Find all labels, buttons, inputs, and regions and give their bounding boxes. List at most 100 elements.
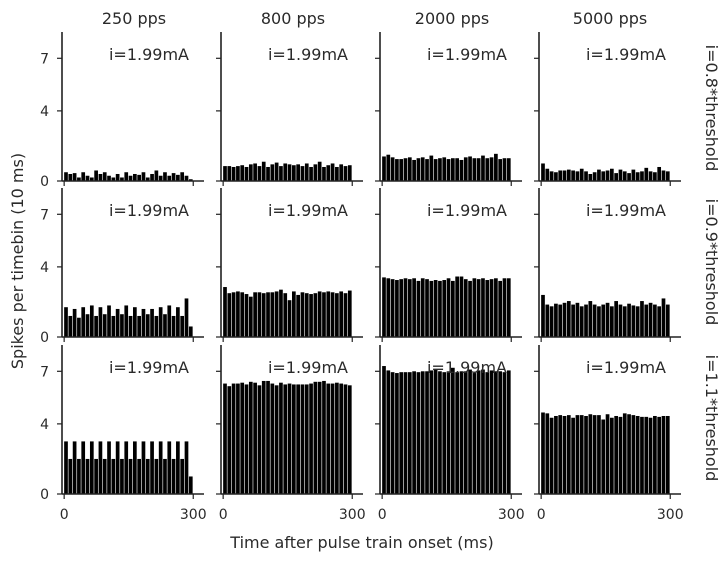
histogram-bar — [244, 384, 249, 494]
histogram-bar — [347, 290, 352, 337]
histogram-bar — [283, 293, 288, 337]
histogram-bar — [610, 168, 614, 181]
histogram-bar — [420, 157, 425, 181]
histogram-bar — [494, 153, 498, 181]
panel-annotation: i=1.99mA — [427, 45, 507, 64]
histogram-bar — [330, 292, 335, 337]
histogram-bar — [296, 384, 300, 494]
histogram-bar — [188, 326, 193, 337]
histogram-bar — [549, 417, 554, 494]
histogram-bar — [588, 173, 593, 181]
histogram-bar — [558, 170, 563, 181]
histogram-bar — [562, 415, 567, 494]
histogram-bar — [614, 415, 618, 494]
histogram-bar — [257, 166, 262, 181]
histogram-bar — [124, 305, 129, 337]
panels-layer: 0 4 7 i=1.99mA i=1.99mA i=1.99mA i=1.99mA 0 4 7 i=… — [40, 32, 684, 523]
row-title-0-9-threshold: i=0.9*threshold — [702, 199, 721, 326]
histogram-bar — [236, 166, 240, 181]
histogram-bar — [455, 158, 459, 181]
histogram-bar — [618, 304, 623, 337]
histogram-bar — [274, 291, 279, 337]
histogram-bar — [407, 279, 412, 337]
histogram-bar — [420, 278, 425, 337]
histogram-bar — [223, 166, 227, 181]
histogram-bar — [610, 417, 614, 494]
histogram-bar — [248, 164, 253, 181]
histogram-bar — [300, 292, 305, 337]
histogram-bar — [403, 372, 408, 494]
histogram-bar — [575, 415, 580, 494]
y-tick-label: 0 — [40, 174, 49, 190]
histogram-bar — [549, 306, 554, 337]
histogram-bar — [390, 157, 395, 181]
histogram-bar — [554, 303, 558, 337]
histogram-bar — [605, 302, 610, 337]
histogram-bar — [292, 291, 296, 337]
histogram-bar — [635, 172, 640, 181]
histogram-bar — [68, 458, 73, 494]
y-tick-label: 0 — [40, 330, 49, 346]
histogram-bar — [244, 166, 249, 181]
x-tick-label: 0 — [60, 507, 69, 523]
histogram-bar — [653, 415, 657, 494]
histogram-bar — [184, 441, 189, 494]
y-axis-label: Spikes per timebin (10 ms) — [8, 153, 27, 369]
y-tick-label: 7 — [40, 207, 49, 223]
histogram-bar — [115, 308, 120, 337]
panel-r1-c1: i=1.99mA — [216, 188, 363, 342]
histogram-bar — [562, 170, 567, 181]
histogram-bar — [115, 441, 120, 494]
histogram-bar — [494, 371, 498, 494]
histogram-bar — [635, 306, 640, 337]
x-tick-label: 0 — [378, 507, 387, 523]
histogram-bar — [468, 156, 472, 181]
histogram-bar — [330, 163, 335, 181]
histogram-bar — [455, 372, 459, 494]
panel-r2-c0: 0 4 7 0 300 i=1.99mA — [40, 345, 207, 523]
histogram-bar — [94, 315, 98, 337]
histogram-bar — [107, 305, 111, 337]
histogram-bar — [657, 166, 662, 181]
histogram-bar — [137, 458, 141, 494]
histogram-bar — [270, 164, 275, 181]
y-tick-label: 4 — [40, 104, 49, 120]
histogram-bar — [107, 175, 111, 181]
histogram-bar — [279, 382, 283, 494]
histogram-bar — [640, 171, 644, 181]
histogram-bar — [141, 441, 146, 494]
histogram-bar — [176, 441, 180, 494]
histogram-bar — [463, 157, 468, 181]
histogram-bar — [485, 280, 490, 337]
histogram-bar — [506, 158, 511, 181]
histogram-bar — [438, 371, 442, 494]
histogram-bar — [665, 304, 670, 337]
panel-annotation: i=1.99mA — [268, 45, 348, 64]
histogram-bar — [120, 314, 124, 337]
histogram-bar — [618, 169, 623, 181]
histogram-bar — [648, 302, 653, 337]
histogram-bar — [257, 292, 262, 337]
histogram-bar — [326, 291, 331, 337]
histogram-bar — [77, 458, 81, 494]
panel-annotation: i=1.99mA — [268, 201, 348, 220]
histogram-bar — [420, 371, 425, 494]
histogram-bar — [102, 314, 107, 337]
histogram-bar — [304, 163, 309, 181]
y-tick-label: 7 — [40, 364, 49, 380]
histogram-bar — [605, 414, 610, 494]
histogram-bar — [416, 280, 421, 337]
column-title-5000pps: 5000 pps — [573, 9, 647, 28]
histogram-bar — [476, 158, 481, 181]
histogram-bar — [665, 171, 670, 181]
histogram-bar — [343, 166, 348, 181]
histogram-bar — [463, 371, 468, 494]
histogram-bar — [128, 175, 133, 181]
histogram-bar — [274, 385, 279, 494]
histogram-bar — [438, 158, 442, 181]
histogram-bar — [382, 277, 386, 337]
histogram-bar — [171, 173, 176, 181]
histogram-bar — [188, 179, 193, 181]
histogram-bar — [403, 278, 408, 337]
histogram-bar — [64, 441, 68, 494]
